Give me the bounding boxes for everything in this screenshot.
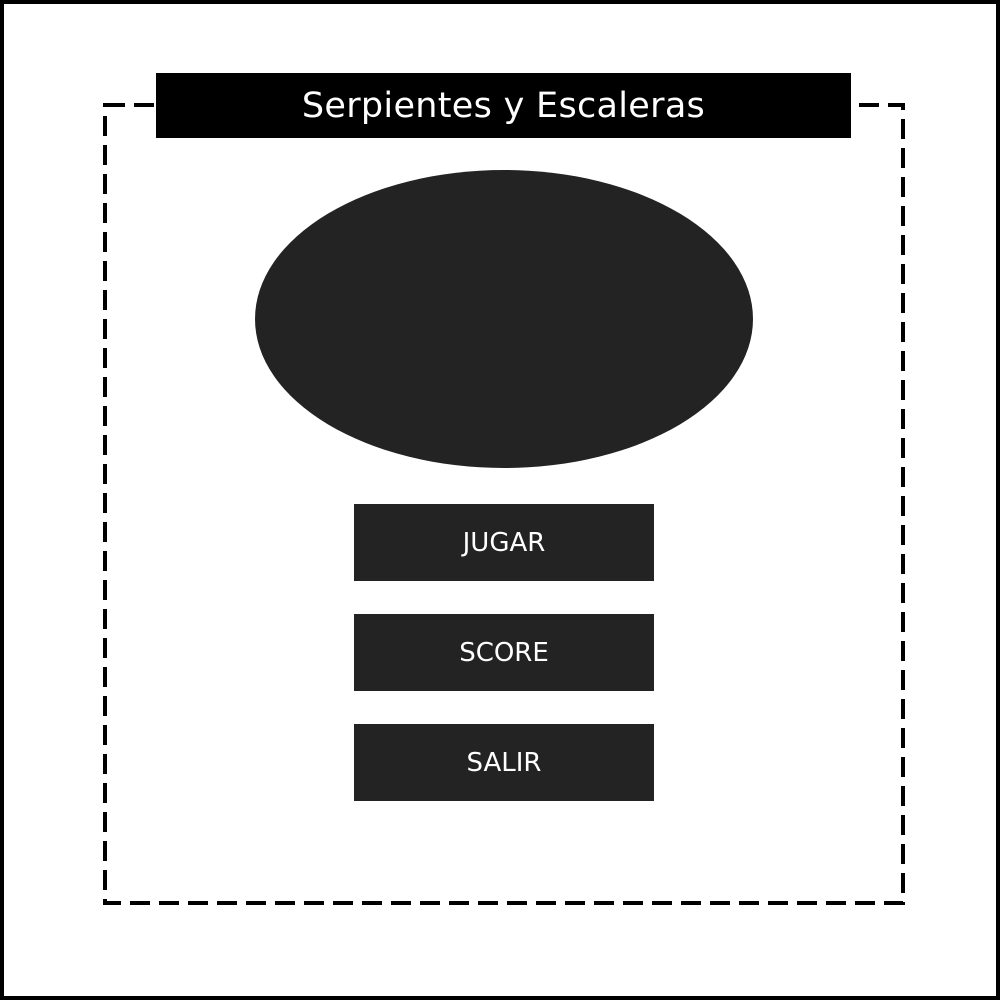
- exit-button[interactable]: SALIR: [354, 724, 654, 801]
- score-button[interactable]: SCORE: [354, 614, 654, 691]
- play-button[interactable]: JUGAR: [354, 504, 654, 581]
- game-title: Serpientes y Escaleras: [156, 73, 851, 138]
- menu-panel: [103, 103, 905, 905]
- logo-placeholder-icon: [255, 170, 753, 468]
- menu-panel-border: [103, 103, 905, 905]
